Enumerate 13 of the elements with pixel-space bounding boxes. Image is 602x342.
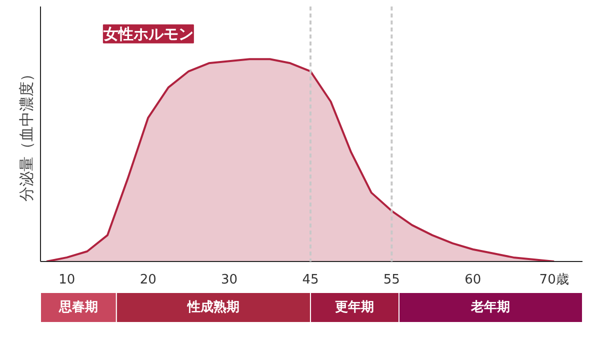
y-axis-title: 分泌量（血中濃度） [18,66,36,202]
text: 思春期 [58,300,98,315]
x-tick-label: 10 [58,272,76,288]
x-tick-label: 45 [302,272,319,288]
x-tick-label: 20 [140,272,156,288]
series-label: 女性ホルモン [102,24,194,43]
text: 老年期 [470,300,510,315]
x-tick-label: 55 [383,272,400,288]
text: 性成熟期 [186,299,240,315]
x-tick-label: 70歳 [539,272,569,288]
x-tick-label: 30 [221,272,238,288]
text: 更年期 [335,300,374,315]
x-tick-label: 60 [464,272,482,288]
